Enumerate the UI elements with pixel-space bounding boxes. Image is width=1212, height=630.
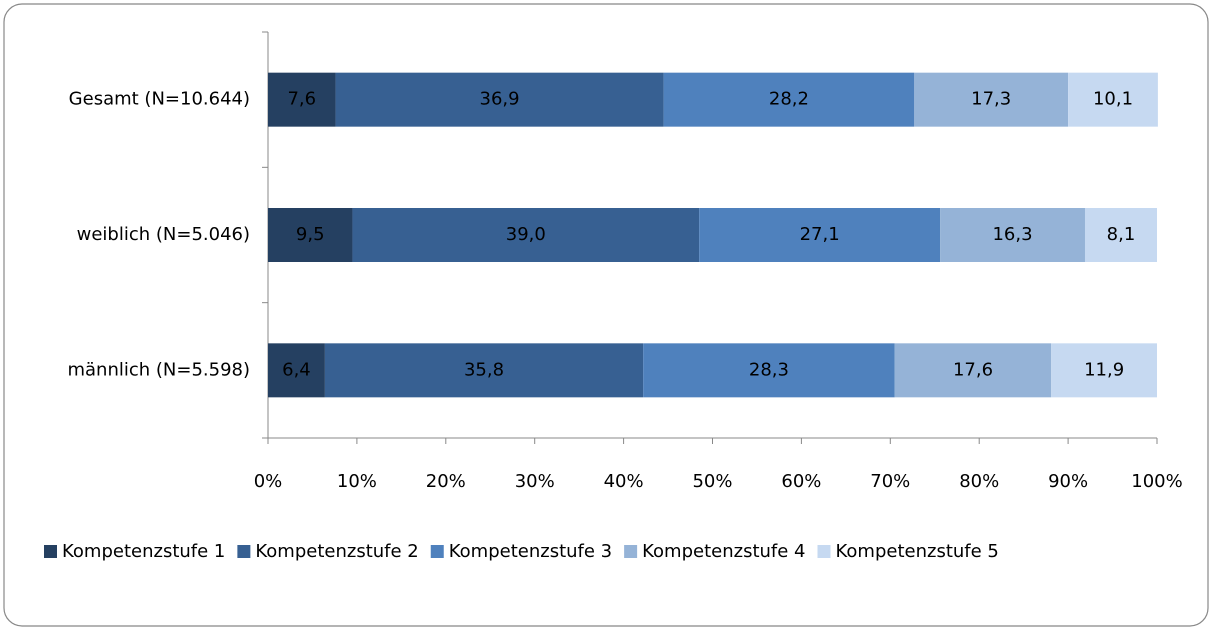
- x-tick-label: 10%: [337, 471, 377, 492]
- legend-label: Kompetenzstufe 2: [255, 541, 418, 562]
- bar-segment: [1084, 208, 1157, 262]
- x-tick-label: 40%: [604, 471, 644, 492]
- legend-label: Kompetenzstufe 3: [449, 541, 612, 562]
- bar-segment: [268, 72, 336, 127]
- bar-segment: [1068, 72, 1158, 127]
- x-tick-label: 100%: [1131, 471, 1182, 492]
- data-label: 10,1: [1093, 89, 1133, 110]
- x-tick-label: 30%: [515, 471, 555, 492]
- data-label: 6,4: [282, 359, 311, 380]
- data-label: 16,3: [992, 224, 1032, 245]
- bar-segment: [352, 208, 700, 262]
- bar-segment: [643, 343, 895, 398]
- bar-segment: [663, 72, 915, 127]
- legend-label: Kompetenzstufe 1: [62, 541, 225, 562]
- x-tick-label: 50%: [692, 471, 732, 492]
- data-label: 9,5: [296, 224, 325, 245]
- legend-label: Kompetenzstufe 5: [836, 541, 999, 562]
- data-label: 36,9: [480, 89, 520, 110]
- data-label: 28,3: [749, 359, 789, 380]
- x-tick-label: 90%: [1048, 471, 1088, 492]
- data-label: 28,2: [769, 89, 809, 110]
- bar-segment: [268, 208, 353, 262]
- y-tick-label: Gesamt (N=10.644): [69, 89, 250, 110]
- data-label: 17,6: [953, 359, 993, 380]
- bar-segment: [324, 343, 644, 398]
- data-label: 11,9: [1084, 359, 1124, 380]
- data-label: 27,1: [800, 224, 840, 245]
- legend-swatch: [237, 545, 251, 558]
- bar-segment: [940, 208, 1085, 262]
- data-label: 7,6: [287, 89, 316, 110]
- legend-label: Kompetenzstufe 4: [642, 541, 805, 562]
- legend-swatch: [430, 545, 444, 558]
- data-label: 17,3: [971, 89, 1011, 110]
- bar-segment: [894, 343, 1052, 398]
- y-tick-label: weiblich (N=5.046): [77, 224, 250, 245]
- data-label: 35,8: [464, 359, 504, 380]
- bar-segment: [268, 343, 325, 398]
- x-tick-label: 70%: [870, 471, 910, 492]
- x-tick-label: 0%: [254, 471, 283, 492]
- bar-segment: [335, 72, 664, 127]
- bar-segment: [914, 72, 1069, 127]
- x-tick-label: 80%: [959, 471, 999, 492]
- x-tick-label: 60%: [781, 471, 821, 492]
- bar-segment: [699, 208, 941, 262]
- legend-swatch: [624, 545, 638, 558]
- y-tick-label: männlich (N=5.598): [67, 359, 250, 380]
- legend-swatch: [44, 545, 57, 558]
- bar-segment: [1051, 343, 1157, 398]
- x-tick-label: 20%: [426, 471, 466, 492]
- data-label: 39,0: [506, 224, 546, 245]
- data-label: 8,1: [1107, 224, 1136, 245]
- legend-swatch: [817, 545, 831, 558]
- chart-frame: [3, 3, 1209, 627]
